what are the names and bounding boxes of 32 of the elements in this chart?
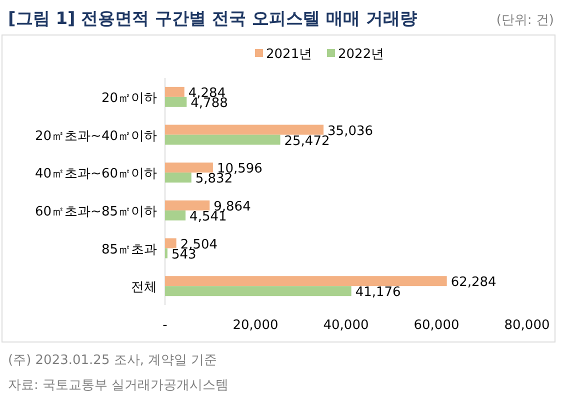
x-tick-label: 20,000 <box>232 318 278 333</box>
text: (주) 2023.01.25 조사, 계약일 기준 <box>8 353 218 368</box>
bar <box>165 238 176 248</box>
data-label: 25,472 <box>284 134 330 149</box>
x-tick-label: 80,000 <box>504 318 550 333</box>
bar <box>165 162 213 173</box>
text: (단위: 건) <box>496 13 554 28</box>
data-label: 62,284 <box>450 275 496 290</box>
y-tick-label: 85㎡초과 <box>101 242 157 258</box>
x-tick-label: 60,000 <box>414 318 460 333</box>
bar <box>165 86 184 97</box>
bar <box>165 172 192 183</box>
y-tick-label: 전체 <box>131 280 157 296</box>
bar <box>165 124 324 135</box>
y-tick-label: 40㎡초과~60㎡이하 <box>35 166 157 182</box>
y-tick-label: 20㎡이하 <box>101 90 157 106</box>
bar <box>165 286 352 296</box>
chart-title: [그림 1] 전용면적 구간별 전국 오피스텔 매매 거래량 <box>8 9 417 29</box>
y-tick-label: 20㎡초과~40㎡이하 <box>35 128 157 144</box>
bar <box>165 276 447 286</box>
bar <box>165 200 210 210</box>
x-tick-label: - <box>162 318 168 333</box>
data-label: 35,036 <box>328 124 374 139</box>
legend-label: 2021년 <box>266 47 312 62</box>
bar <box>165 210 186 220</box>
data-label: 41,176 <box>355 285 401 300</box>
legend-label: 2022년 <box>338 47 384 62</box>
text: 자료: 국토교통부 실거래가공개시스템 <box>8 378 229 393</box>
bar <box>165 96 187 107</box>
y-tick-label: 60㎡초과~85㎡이하 <box>35 204 157 220</box>
bar <box>165 134 280 145</box>
x-tick-label: 40,000 <box>323 318 369 333</box>
